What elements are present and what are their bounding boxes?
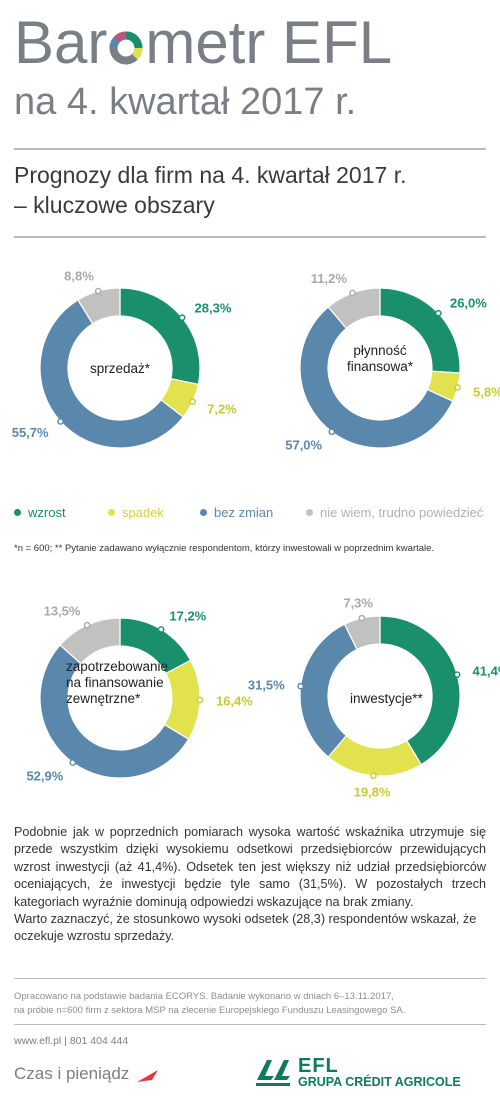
data-label-dot bbox=[370, 772, 377, 780]
donut-slice-nie-wiem bbox=[59, 617, 121, 665]
legend-label: nie wiem, trudno powiedzieć bbox=[320, 505, 484, 520]
data-label: 57,0% bbox=[285, 438, 322, 453]
donut-slice-wzrost bbox=[379, 615, 461, 766]
data-label-dot bbox=[83, 621, 91, 629]
data-label-dot bbox=[189, 398, 196, 405]
source-line-1: Opracowano na podstawie badania ECORYS. … bbox=[14, 991, 394, 1002]
source-line-2: na próbie n=600 firm z sektora MSP na zl… bbox=[14, 1005, 406, 1016]
barometer-o-icon bbox=[109, 31, 143, 65]
data-label-dot bbox=[157, 626, 165, 633]
footnote: *n = 600; ** Pytanie zadawano wyłącznie … bbox=[14, 543, 435, 554]
data-label-dot bbox=[57, 418, 64, 425]
slogan: Czas i pieniądz bbox=[14, 1064, 130, 1083]
legend-item-wzrost: wzrost bbox=[14, 504, 66, 522]
data-label: 13,5% bbox=[44, 604, 81, 619]
data-label-dot bbox=[435, 309, 442, 317]
section-title-line2: – kluczowe obszary bbox=[14, 192, 215, 218]
data-label: 31,5% bbox=[248, 677, 285, 692]
divider bbox=[14, 148, 486, 150]
data-label-dot bbox=[349, 289, 356, 297]
page-title-line2: na 4. kwartał 2017 r. bbox=[14, 81, 357, 123]
source-note: Opracowano na podstawie badania ECORYS. … bbox=[14, 990, 486, 1018]
data-label: 5,8% bbox=[473, 384, 500, 399]
data-label-dot bbox=[453, 671, 461, 678]
legend-label: wzrost bbox=[28, 505, 66, 520]
title-part-2: metr EFL bbox=[145, 9, 393, 76]
donut-slice-nie-wiem bbox=[343, 615, 381, 651]
legend-item-spadek: spadek bbox=[108, 504, 164, 522]
donut-slice-bez-zmian bbox=[299, 306, 454, 449]
efl-logo: EFL GRUPA CRÉDIT AGRICOLE bbox=[254, 1055, 490, 1089]
page-title: Bar metr EFL bbox=[14, 10, 392, 76]
slogan-swoosh-icon bbox=[137, 1070, 158, 1082]
data-label-dot bbox=[358, 614, 366, 622]
donut-center-label: płynność finansowa* bbox=[347, 343, 414, 374]
section-title: Prognozy dla firm na 4. kwartał 2017 r. … bbox=[14, 160, 484, 220]
legend-label: bez zmian bbox=[214, 505, 274, 520]
donut-slice-bez-zmian bbox=[39, 644, 190, 779]
donut-center-label: inwestycje** bbox=[350, 691, 424, 706]
data-label-dot bbox=[454, 384, 461, 391]
data-label: 55,7% bbox=[12, 425, 49, 440]
donut-chart-plynnosc: 26,0% 5,8% 57,0% 11,2% płynność finansowa* bbox=[280, 268, 500, 473]
donut-chart-inwestycje: 41,4% 19,8% 31,5% 7,3% inwestycje** bbox=[248, 596, 500, 801]
data-label: 11,2% bbox=[311, 271, 348, 286]
data-label: 26,0% bbox=[450, 295, 487, 310]
divider bbox=[14, 978, 486, 979]
data-label-dot bbox=[69, 759, 77, 766]
donut-chart-sprzedaz: 28,3% 7,2% 55,7% 8,8% sprzedaż* bbox=[12, 268, 237, 473]
data-label: 7,2% bbox=[207, 401, 237, 416]
legend-item-bez-zmian: bez zmian bbox=[200, 504, 273, 522]
donut-slice-spadek bbox=[327, 734, 422, 777]
legend-item-nie-wiem: nie wiem, trudno powiedzieć bbox=[306, 504, 483, 522]
credit-agricole-logo-icon bbox=[256, 1060, 290, 1086]
divider bbox=[14, 236, 486, 238]
legend-dot-icon bbox=[200, 509, 207, 517]
donut-slice-bez-zmian bbox=[39, 299, 185, 449]
donut-chart-svg: 17,2% 16,4% 52,9% 13,5% zapotrzebowanie na fi… bbox=[26, 604, 253, 784]
contact-info: www.efl.pl | 801 404 444 bbox=[14, 1035, 129, 1047]
data-label-dot bbox=[297, 682, 304, 690]
data-label: 19,8% bbox=[354, 785, 391, 800]
donut-chart-svg: 41,4% 19,8% 31,5% 7,3% inwestycje** bbox=[248, 596, 500, 800]
legend-dot-icon bbox=[14, 509, 21, 517]
donut-slice-nie-wiem bbox=[327, 287, 381, 330]
donut-slice-nie-wiem bbox=[77, 287, 121, 325]
data-label: 41,4% bbox=[473, 663, 500, 678]
donut-chart-svg: 28,3% 7,2% 55,7% 8,8% sprzedaż* bbox=[12, 269, 237, 449]
efl-logo-group: GRUPA CRÉDIT AGRICOLE bbox=[298, 1075, 461, 1089]
title-part-1: Bar bbox=[14, 9, 108, 76]
data-label: 28,3% bbox=[195, 301, 232, 316]
donut-center-label: zapotrzebowanie na finansowanie zewnętrzne… bbox=[66, 659, 168, 706]
legend-dot-icon bbox=[108, 509, 115, 517]
data-label-dot bbox=[94, 287, 102, 295]
data-label: 16,4% bbox=[216, 693, 253, 708]
data-label: 52,9% bbox=[26, 768, 63, 783]
paragraph-1: Podobnie jak w poprzednich pomiarach wys… bbox=[14, 825, 486, 909]
legend-dot-icon bbox=[306, 509, 313, 517]
chart-legend: wzrost spadek bez zmian nie wiem, trudno… bbox=[14, 504, 494, 524]
divider bbox=[14, 1024, 486, 1025]
efl-logo-name: EFL bbox=[298, 1055, 339, 1077]
data-label: 7,3% bbox=[343, 596, 373, 611]
legend-label: spadek bbox=[122, 505, 164, 520]
description-paragraph: Podobnie jak w poprzednich pomiarach wys… bbox=[14, 824, 486, 946]
paragraph-2: Warto zaznaczyć, że stosunkowo wysoki od… bbox=[14, 912, 477, 944]
donut-chart-zapotrzebowanie: 17,2% 16,4% 52,9% 13,5% zapotrzebowanie na fi… bbox=[20, 598, 253, 803]
section-title-line1: Prognozy dla firm na 4. kwartał 2017 r. bbox=[14, 162, 407, 188]
donut-chart-svg: 26,0% 5,8% 57,0% 11,2% płynność finansowa* bbox=[285, 271, 500, 453]
data-label-dot bbox=[328, 428, 336, 436]
data-label: 17,2% bbox=[169, 609, 206, 624]
data-label-dot bbox=[196, 696, 204, 704]
data-label-dot bbox=[178, 314, 186, 321]
donut-center-label: sprzedaż* bbox=[90, 361, 151, 376]
data-label: 8,8% bbox=[64, 269, 94, 284]
